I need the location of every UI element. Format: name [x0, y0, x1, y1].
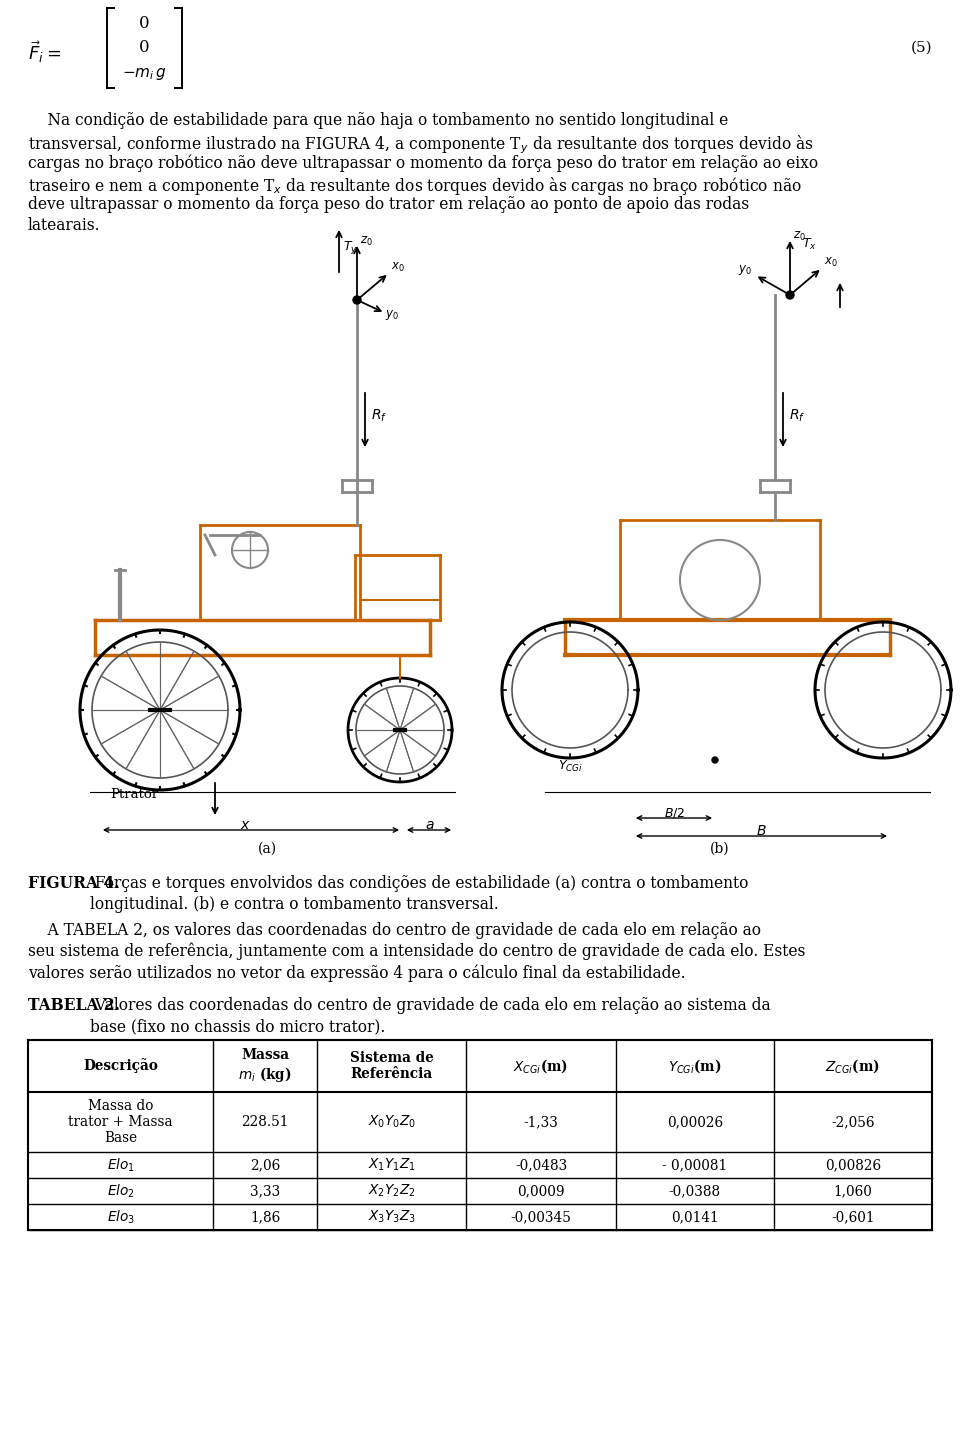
Text: transversal, conforme ilustrado na FIGURA 4, a componente T$_y$ da resultante do: transversal, conforme ilustrado na FIGUR…: [28, 132, 814, 156]
Text: $x_0$: $x_0$: [391, 261, 405, 274]
Text: $Elo_1$: $Elo_1$: [107, 1156, 134, 1174]
Text: $B$: $B$: [756, 824, 767, 838]
Text: $T_y$: $T_y$: [343, 239, 358, 255]
Text: 228.51: 228.51: [242, 1115, 289, 1129]
Text: 0: 0: [139, 16, 150, 33]
Text: $T_x$: $T_x$: [802, 238, 817, 252]
Text: $a$: $a$: [425, 818, 435, 832]
Text: $Elo_3$: $Elo_3$: [107, 1208, 134, 1225]
Text: $Z_{CGi}$(m): $Z_{CGi}$(m): [826, 1057, 880, 1074]
Text: $X_0Y_0Z_0$: $X_0Y_0Z_0$: [368, 1113, 416, 1130]
Text: Sistema de
Referência: Sistema de Referência: [350, 1051, 434, 1081]
Text: 0,0009: 0,0009: [517, 1184, 564, 1198]
Text: $R_f$: $R_f$: [371, 408, 387, 425]
Bar: [28, 1040, 932, 1230]
Text: 0: 0: [139, 39, 150, 56]
Text: $X_3Y_3Z_3$: $X_3Y_3Z_3$: [368, 1208, 416, 1225]
Text: seu sistema de referência, juntamente com a intensidade do centro de gravidade d: seu sistema de referência, juntamente co…: [28, 943, 805, 960]
Circle shape: [353, 297, 361, 304]
Text: $X_2Y_2Z_2$: $X_2Y_2Z_2$: [368, 1182, 416, 1200]
Text: -0,0388: -0,0388: [668, 1184, 721, 1198]
Text: Na condição de estabilidade para que não haja o tombamento no sentido longitudin: Na condição de estabilidade para que não…: [28, 112, 729, 130]
Text: $x$: $x$: [240, 818, 251, 832]
Text: $Y_{CGi}$(m): $Y_{CGi}$(m): [668, 1057, 722, 1074]
Text: TABELA 2.: TABELA 2.: [28, 996, 120, 1014]
Text: 1,060: 1,060: [833, 1184, 873, 1198]
Text: Forças e torques envolvidos das condições de estabilidade (a) contra o tombament: Forças e torques envolvidos das condiçõe…: [90, 876, 749, 891]
Circle shape: [786, 291, 794, 300]
Text: $z_0$: $z_0$: [793, 230, 805, 243]
Text: Descrição: Descrição: [84, 1058, 158, 1073]
Text: $X_1Y_1Z_1$: $X_1Y_1Z_1$: [368, 1156, 416, 1174]
Text: 0,00026: 0,00026: [666, 1115, 723, 1129]
Text: - 0,00081: - 0,00081: [662, 1158, 728, 1172]
Text: $\vec{F}_i =$: $\vec{F}_i =$: [28, 39, 61, 65]
Text: -1,33: -1,33: [523, 1115, 559, 1129]
Text: deve ultrapassar o momento da força peso do trator em relação ao ponto de apoio : deve ultrapassar o momento da força peso…: [28, 196, 749, 213]
Text: -0,601: -0,601: [831, 1210, 875, 1224]
Text: A TABELA 2, os valores das coordenadas do centro de gravidade de cada elo em rel: A TABELA 2, os valores das coordenadas d…: [28, 922, 761, 939]
Text: (b): (b): [710, 842, 730, 855]
Text: FIGURA 4.: FIGURA 4.: [28, 876, 119, 891]
Text: base (fixo no chassis do micro trator).: base (fixo no chassis do micro trator).: [90, 1018, 385, 1035]
Text: cargas no braço robótico não deve ultrapassar o momento da força peso do trator : cargas no braço robótico não deve ultrap…: [28, 154, 818, 171]
Text: (5): (5): [910, 40, 932, 55]
Text: -2,056: -2,056: [831, 1115, 875, 1129]
Text: traseiro e nem a componente T$_x$ da resultante dos torques devido às cargas no : traseiro e nem a componente T$_x$ da res…: [28, 176, 802, 197]
Circle shape: [712, 757, 718, 763]
Text: Valores das coordenadas do centro de gravidade de cada elo em relação ao sistema: Valores das coordenadas do centro de gra…: [90, 996, 771, 1014]
Text: 1,86: 1,86: [251, 1210, 280, 1224]
Text: $R_f$: $R_f$: [789, 408, 805, 425]
Text: 0,0141: 0,0141: [671, 1210, 718, 1224]
Text: $y_0$: $y_0$: [385, 308, 398, 323]
Text: $B/2$: $B/2$: [663, 806, 684, 819]
Text: 3,33: 3,33: [251, 1184, 280, 1198]
Text: $X_{CGi}$(m): $X_{CGi}$(m): [514, 1057, 568, 1074]
Text: -0,0483: -0,0483: [515, 1158, 567, 1172]
Text: Massa
$m_i$ (kg): Massa $m_i$ (kg): [238, 1048, 292, 1084]
Text: $y_0$: $y_0$: [738, 264, 752, 276]
Text: Massa do
trator + Massa
Base: Massa do trator + Massa Base: [68, 1099, 173, 1145]
Text: -0,00345: -0,00345: [511, 1210, 571, 1224]
Text: $Y_{CGi}$: $Y_{CGi}$: [558, 759, 583, 775]
Text: (a): (a): [257, 842, 276, 855]
Text: valores serão utilizados no vetor da expressão 4 para o cálculo final da estabil: valores serão utilizados no vetor da exp…: [28, 963, 685, 982]
Text: longitudinal. (b) e contra o tombamento transversal.: longitudinal. (b) e contra o tombamento …: [90, 896, 499, 913]
Text: $-m_i\,g$: $-m_i\,g$: [122, 66, 167, 82]
Text: Ptrator: Ptrator: [110, 788, 158, 801]
Text: latearais.: latearais.: [28, 217, 101, 233]
Text: 2,06: 2,06: [251, 1158, 280, 1172]
Text: 0,00826: 0,00826: [825, 1158, 881, 1172]
Text: $x_0$: $x_0$: [824, 256, 838, 269]
Text: $Elo_2$: $Elo_2$: [107, 1182, 134, 1200]
Text: $z_0$: $z_0$: [360, 235, 372, 248]
